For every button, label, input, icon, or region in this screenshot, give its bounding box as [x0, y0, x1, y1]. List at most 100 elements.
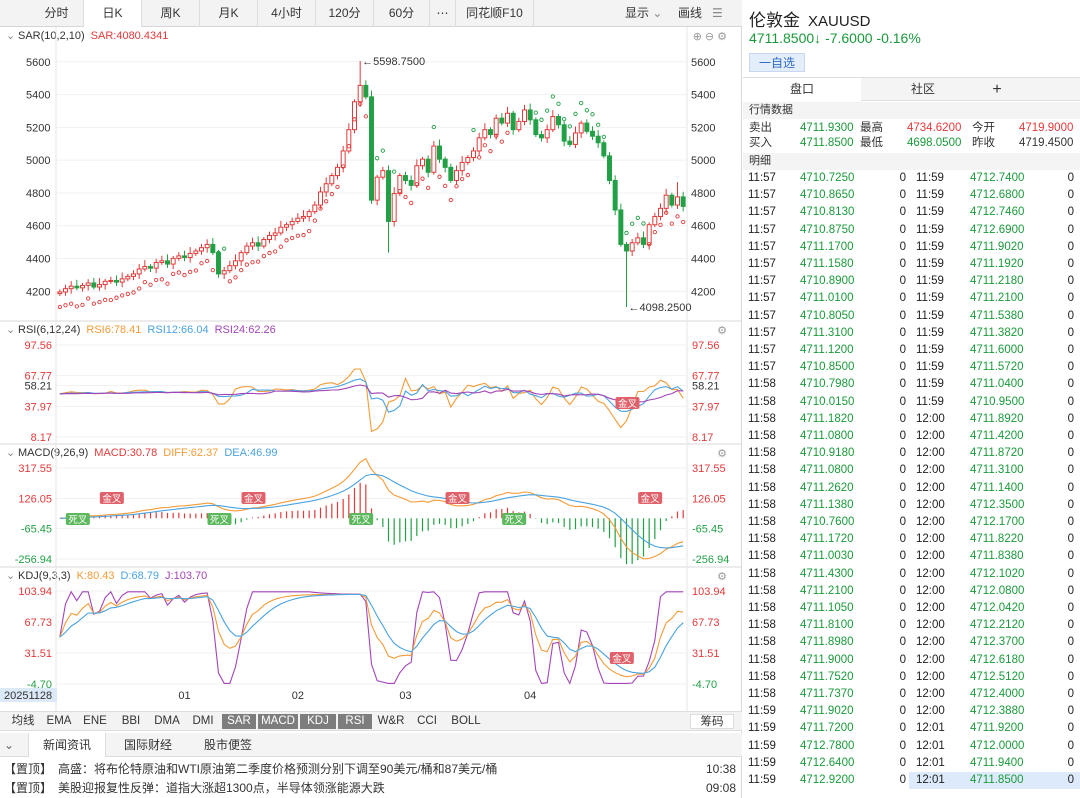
tick-row: 11:57 4711.3100 0 11:59 4711.3820 0	[743, 325, 1080, 342]
tab-weekly[interactable]: 周K	[142, 0, 200, 27]
candle-body	[420, 158, 425, 167]
collapse-icon[interactable]: ⌄	[6, 30, 16, 42]
news-item[interactable]: 【置顶】 美股迎报复性反弹：道指大涨超1300点，半导体领涨能源大跌 09:08	[0, 778, 742, 798]
indicator-dmi[interactable]: DMI	[192, 715, 214, 727]
menu-icon[interactable]: ☰	[712, 6, 723, 20]
tick-price: 4711.1820	[800, 412, 854, 425]
sar-dot	[63, 303, 68, 308]
tick-volume: 0	[1067, 309, 1074, 322]
chips-button[interactable]: 筹码	[690, 714, 734, 729]
open-value: 4719.9000	[1019, 122, 1074, 134]
tick-volume: 0	[899, 240, 906, 253]
indicator-cci[interactable]: CCI	[417, 715, 437, 727]
tab-stock-notes[interactable]: 股市便签	[203, 738, 252, 752]
tab-monthly[interactable]: 月K	[200, 0, 258, 27]
month-label: 04	[524, 690, 536, 702]
display-menu[interactable]: 显示 ⌄	[625, 0, 662, 27]
tab-community[interactable]: 社区	[910, 82, 935, 96]
indicator-sar[interactable]: SAR	[222, 714, 256, 729]
add-favorite-button[interactable]: 一自选	[749, 53, 805, 72]
tick-price: 4711.9200	[970, 722, 1024, 735]
tick-time: 12:01	[916, 774, 945, 786]
tab-intraday[interactable]: 分时	[30, 0, 84, 27]
start-date-label: 20251128	[4, 690, 52, 702]
tick-volume: 0	[899, 774, 906, 786]
tick-price: 4712.4000	[970, 688, 1025, 700]
tick-price: 4710.7250	[800, 172, 855, 184]
candle-body	[442, 158, 448, 168]
indicator-dma[interactable]: DMA	[154, 715, 180, 727]
tab-orderbook[interactable]: 盘口	[743, 78, 861, 101]
candle-body	[624, 243, 629, 252]
tab-daily[interactable]: 日K	[84, 0, 142, 27]
tick-price: 4711.9400	[970, 756, 1024, 769]
rsi6-line	[59, 368, 684, 433]
collapse-news-icon[interactable]: ⌄	[4, 738, 15, 752]
sar-dot	[397, 188, 402, 194]
sar-dot	[341, 164, 346, 169]
draw-line-button[interactable]: 画线	[678, 6, 703, 20]
tick-price: 4711.3100	[970, 464, 1024, 477]
f10-button[interactable]: 同花顺F10	[456, 0, 534, 27]
panel-controls-icon[interactable]: ⊕⊖⚙	[692, 31, 730, 43]
tab-120min[interactable]: 120分	[316, 0, 374, 27]
tick-time: 11:58	[748, 412, 776, 425]
collapse-icon[interactable]: ⌄	[6, 324, 16, 336]
tick-time: 12:00	[916, 670, 945, 683]
tick-row: 11:58 4711.9000 0 12:00 4712.6180 0	[743, 652, 1080, 669]
tick-price: 4711.1580	[800, 258, 854, 270]
sar-dot	[477, 155, 482, 160]
tab-60min[interactable]: 60分	[374, 0, 430, 27]
rsi12-value: RSI12:66.04	[147, 324, 209, 336]
indicator-macd[interactable]: MACD	[258, 714, 298, 729]
tick-price: 4710.8500	[800, 361, 855, 374]
candle-body	[74, 285, 80, 289]
indicator-rsi[interactable]: RSI	[338, 714, 372, 729]
chart-canvas[interactable]: 5600 5600 5400 5400 5200 5200 5000 5000 4800 4800…	[0, 27, 742, 711]
kdj-tick-right: -4.70	[692, 679, 717, 691]
tab-4hour[interactable]: 4小时	[258, 0, 316, 27]
chevron-down-icon: ⌄	[652, 6, 663, 20]
price-tick-left: 5000	[26, 155, 50, 167]
plus-icon[interactable]: +	[992, 81, 1002, 98]
tab-intl-finance[interactable]: 国际财经	[123, 738, 172, 752]
tick-volume: 0	[1067, 533, 1074, 546]
tick-time: 12:00	[916, 653, 945, 666]
tick-volume: 0	[1067, 430, 1074, 442]
indicator-ema[interactable]: EMA	[46, 715, 72, 727]
indicator-ene[interactable]: ENE	[83, 715, 107, 727]
sar-dot	[108, 297, 113, 303]
more-periods-button[interactable]: ⋯	[430, 0, 456, 27]
tick-time: 11:57	[748, 206, 776, 219]
cross-marker	[207, 513, 232, 525]
candle-body	[267, 234, 272, 240]
macd-tick-left: -65.45	[21, 524, 52, 536]
price-tick-right: 4800	[691, 188, 715, 200]
tick-time: 11:59	[748, 705, 776, 718]
indicator-[interactable]: 均线	[11, 715, 35, 727]
indicator-bbi[interactable]: BBI	[121, 715, 141, 727]
sar-dot	[154, 277, 159, 283]
tick-time: 11:57	[748, 361, 776, 374]
indicator-kdj[interactable]: KDJ	[300, 714, 336, 729]
sar-dot	[148, 282, 153, 287]
tab-news[interactable]: 新闻资讯	[28, 733, 106, 757]
news-item[interactable]: 【置顶】 高盛：将布伦特原油和WTI原油第二季度价格预测分别下调至90美元/桶和…	[0, 759, 742, 779]
high-marker: ←5598.7500	[362, 56, 425, 68]
candle-body	[329, 175, 335, 185]
tick-price: 4710.7980	[800, 378, 855, 391]
collapse-icon[interactable]: ⌄	[6, 447, 16, 459]
tick-time: 11:59	[916, 326, 944, 339]
tick-price: 4711.9020	[800, 705, 854, 718]
collapse-icon[interactable]: ⌄	[6, 570, 16, 582]
indicator-boll[interactable]: BOLL	[451, 715, 481, 727]
tick-price: 4712.0000	[970, 739, 1025, 752]
settings-icon[interactable]: ⚙	[717, 325, 730, 337]
tick-volume: 0	[1067, 670, 1074, 683]
settings-icon[interactable]: ⚙	[717, 571, 730, 583]
candle-body	[346, 129, 352, 152]
indicator-wr[interactable]: W&R	[377, 715, 405, 727]
price-change: -7.6000	[825, 30, 873, 46]
settings-icon[interactable]: ⚙	[717, 448, 730, 460]
cross-marker-label: 金叉	[102, 493, 122, 505]
